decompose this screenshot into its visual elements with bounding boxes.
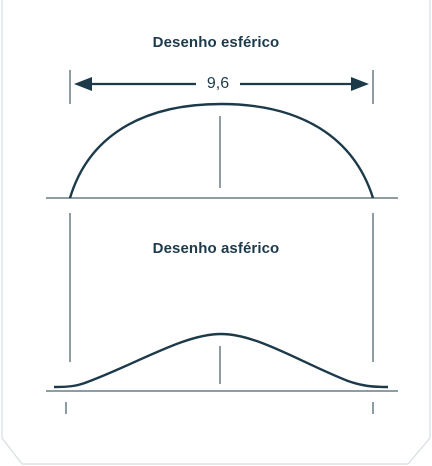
- dimension-label: 9,6: [196, 75, 240, 93]
- arrowhead-right: [351, 77, 369, 91]
- spherical-lens-curve: [68, 102, 375, 199]
- arrowhead-left: [74, 77, 92, 91]
- aspherical-title: Desenho asférico: [152, 240, 280, 257]
- spherical-title: Desenho esférico: [152, 34, 280, 51]
- aspherical-lens-curve: [53, 332, 389, 389]
